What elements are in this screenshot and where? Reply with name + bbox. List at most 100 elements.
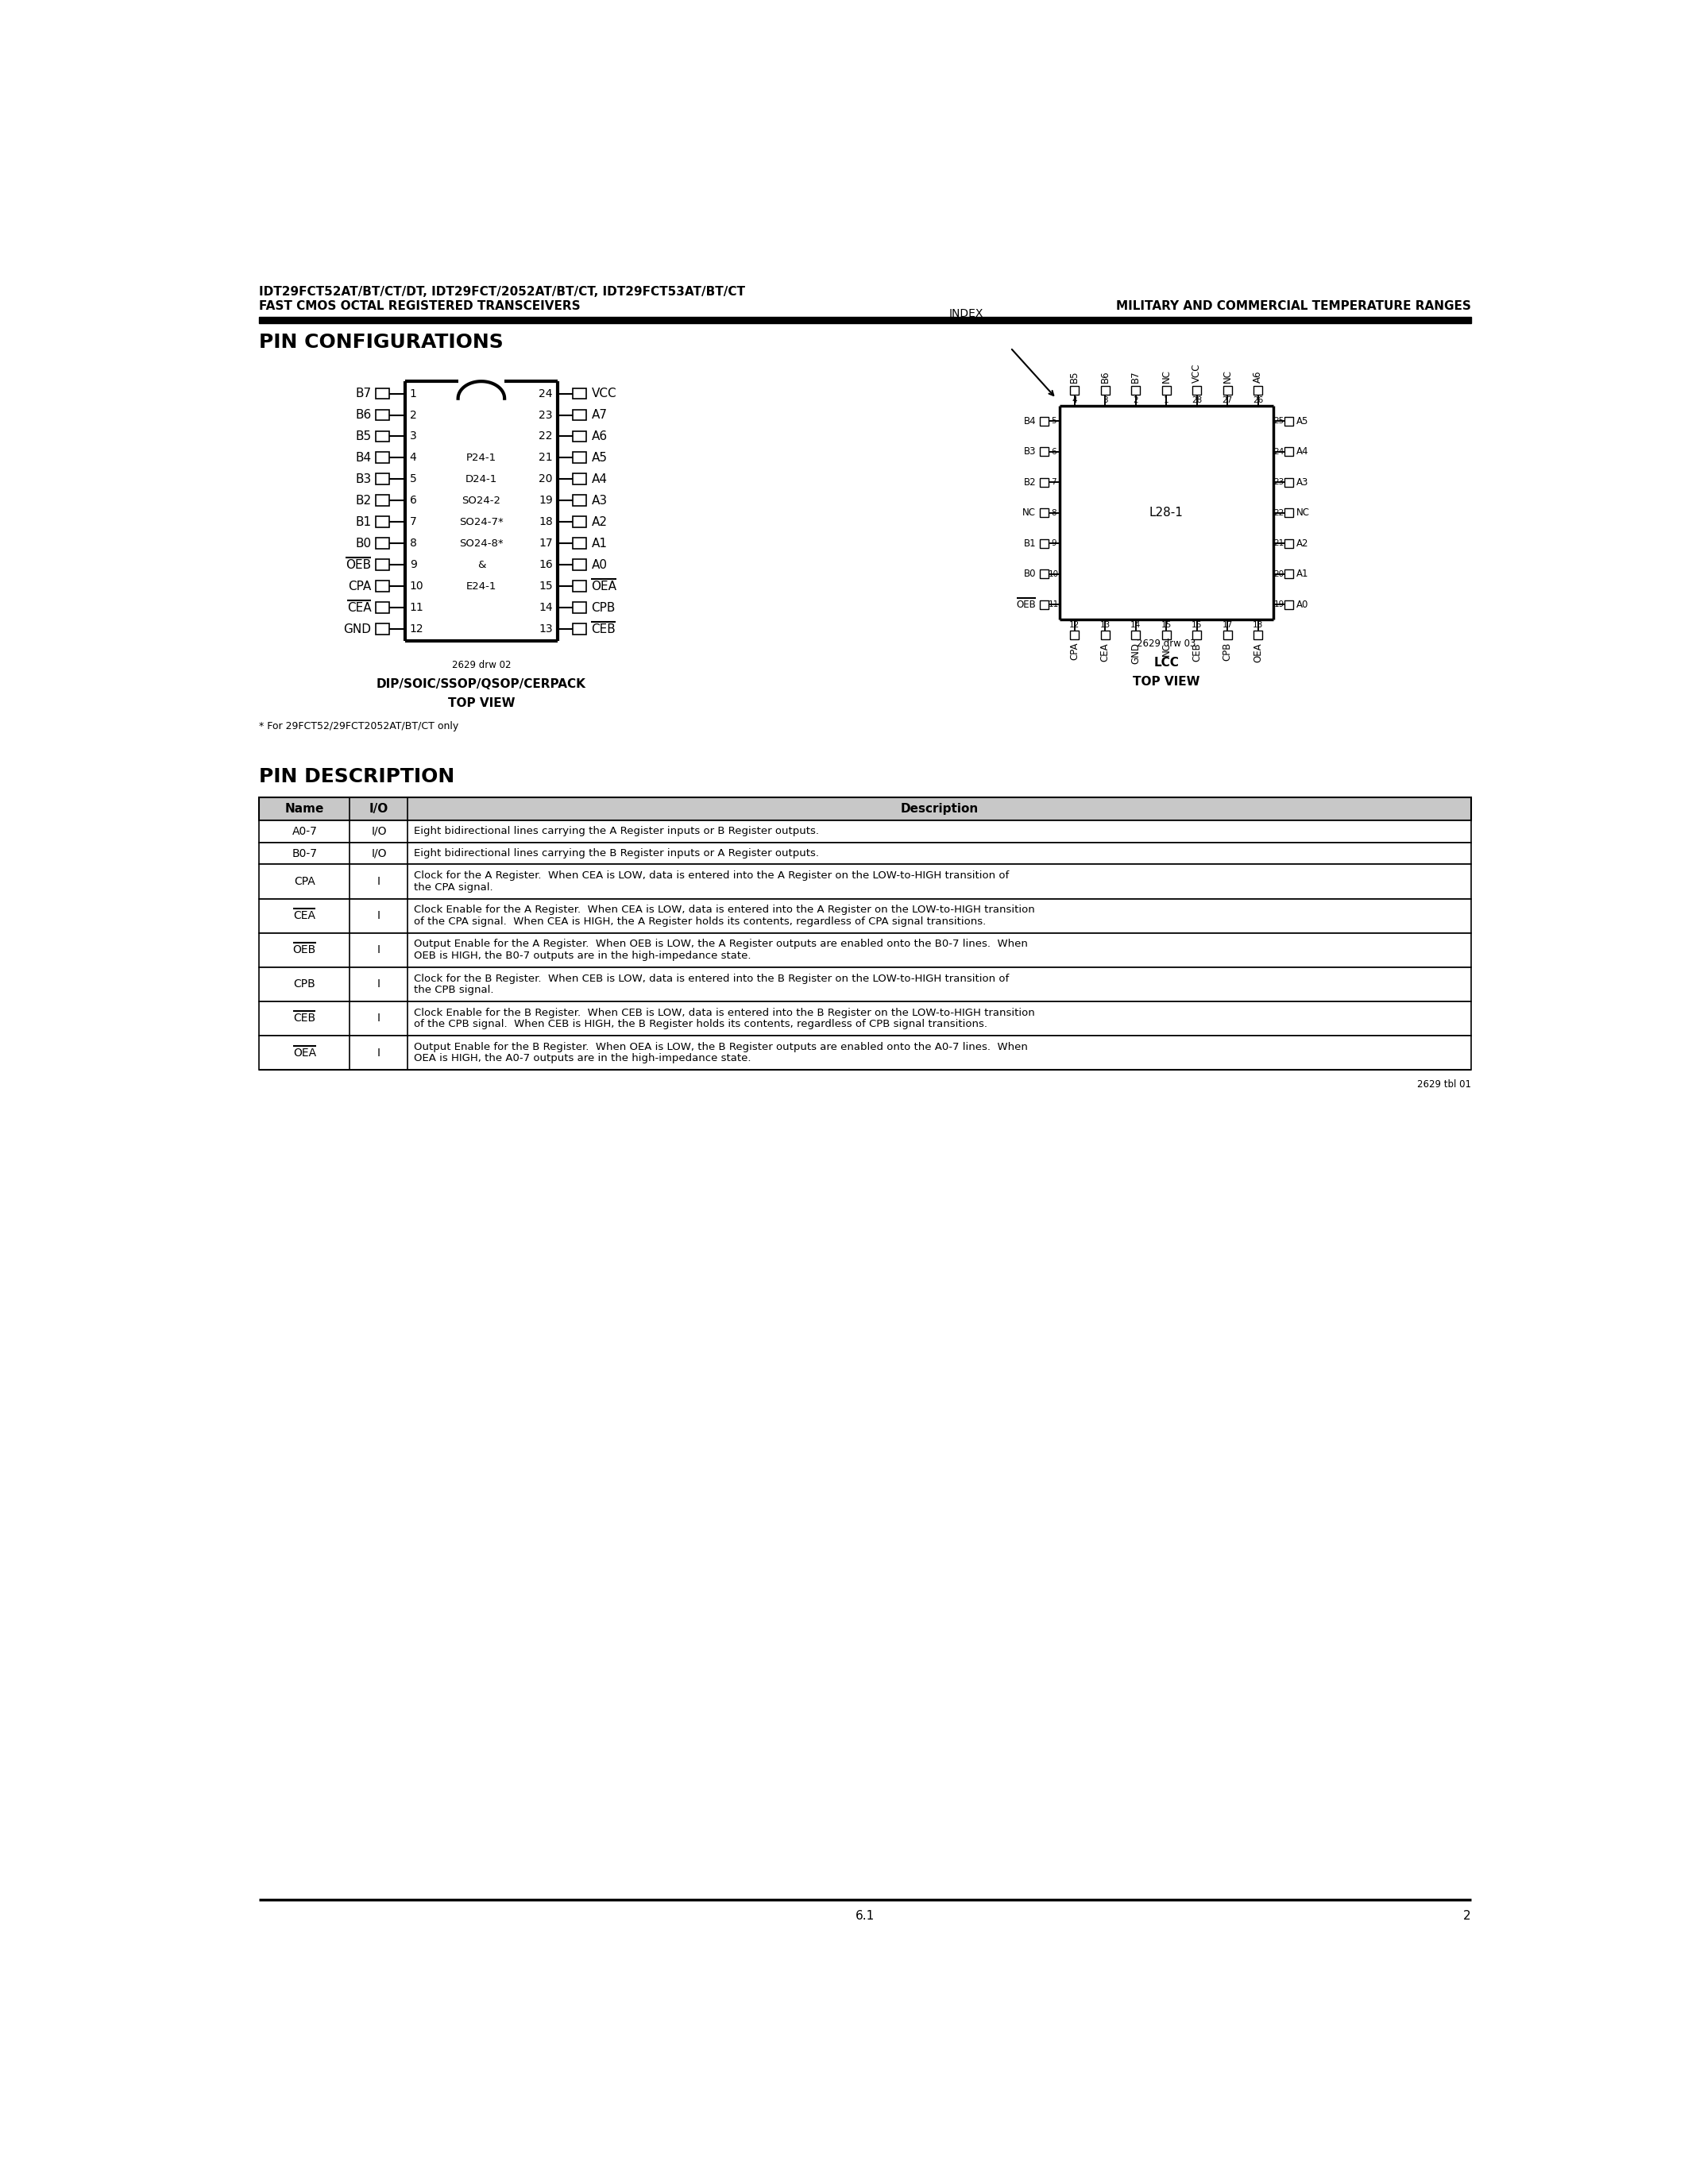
Text: SO24-7*: SO24-7* bbox=[459, 518, 503, 526]
Text: NC: NC bbox=[1023, 507, 1036, 518]
Text: 23: 23 bbox=[538, 408, 554, 422]
Text: 13: 13 bbox=[538, 622, 554, 636]
Text: 14: 14 bbox=[538, 603, 554, 614]
Text: 7: 7 bbox=[410, 515, 417, 529]
Text: I/O: I/O bbox=[370, 804, 388, 815]
Bar bbox=[1040, 539, 1048, 548]
Bar bbox=[1193, 631, 1202, 640]
Text: 1: 1 bbox=[410, 389, 417, 400]
Bar bbox=[1224, 631, 1232, 640]
Text: CPA: CPA bbox=[348, 581, 371, 592]
Text: OEB: OEB bbox=[346, 559, 371, 570]
Text: CEB: CEB bbox=[1192, 642, 1202, 662]
Text: L28-1: L28-1 bbox=[1150, 507, 1183, 520]
Bar bbox=[572, 581, 586, 592]
Bar bbox=[376, 496, 390, 507]
Text: 6.1: 6.1 bbox=[856, 1911, 874, 1922]
Bar bbox=[260, 968, 1470, 1002]
Text: VCC: VCC bbox=[591, 387, 616, 400]
Text: B2: B2 bbox=[1023, 476, 1036, 487]
Text: VCC: VCC bbox=[1192, 365, 1202, 382]
Bar bbox=[376, 603, 390, 614]
Text: Clock for the A Register.  When CEA is LOW, data is entered into the A Register : Clock for the A Register. When CEA is LO… bbox=[414, 871, 1009, 880]
Text: I: I bbox=[376, 978, 380, 989]
Bar bbox=[1224, 387, 1232, 395]
Text: the CPB signal.: the CPB signal. bbox=[414, 985, 495, 996]
Text: 24: 24 bbox=[1274, 448, 1285, 456]
Text: A2: A2 bbox=[591, 515, 608, 529]
Text: 12: 12 bbox=[410, 622, 424, 636]
Bar bbox=[1101, 631, 1109, 640]
Text: 16: 16 bbox=[538, 559, 554, 570]
Bar bbox=[572, 622, 586, 636]
Text: A1: A1 bbox=[1296, 568, 1308, 579]
Text: B5: B5 bbox=[354, 430, 371, 443]
Text: 5: 5 bbox=[410, 474, 417, 485]
Bar bbox=[1040, 601, 1048, 609]
Bar bbox=[1285, 539, 1293, 548]
Text: Clock Enable for the A Register.  When CEA is LOW, data is entered into the A Re: Clock Enable for the A Register. When CE… bbox=[414, 904, 1035, 915]
Text: TOP VIEW: TOP VIEW bbox=[1133, 677, 1200, 688]
Text: CPA: CPA bbox=[1070, 642, 1080, 660]
Bar bbox=[376, 622, 390, 636]
Text: OEB: OEB bbox=[294, 943, 316, 957]
Text: A6: A6 bbox=[1252, 371, 1263, 382]
Text: A0: A0 bbox=[1296, 598, 1308, 609]
Text: GND: GND bbox=[1131, 642, 1141, 664]
Text: I: I bbox=[376, 943, 380, 957]
Text: of the CPA signal.  When CEA is HIGH, the A Register holds its contents, regardl: of the CPA signal. When CEA is HIGH, the… bbox=[414, 917, 986, 926]
Bar bbox=[376, 452, 390, 463]
Text: 21: 21 bbox=[1274, 539, 1285, 548]
Text: B1: B1 bbox=[1023, 537, 1036, 548]
Text: CEA: CEA bbox=[1101, 642, 1111, 662]
Text: 23: 23 bbox=[1274, 478, 1285, 487]
Text: SO24-2: SO24-2 bbox=[463, 496, 501, 507]
Text: &: & bbox=[478, 559, 486, 570]
Text: 24: 24 bbox=[538, 389, 554, 400]
Bar bbox=[260, 797, 1470, 821]
Text: Name: Name bbox=[285, 804, 324, 815]
Bar bbox=[1285, 509, 1293, 518]
Text: A3: A3 bbox=[1296, 476, 1308, 487]
Text: 1: 1 bbox=[1163, 395, 1170, 404]
Text: E24-1: E24-1 bbox=[466, 581, 496, 592]
Text: OEA: OEA bbox=[294, 1046, 316, 1059]
Bar bbox=[1040, 570, 1048, 579]
Bar bbox=[572, 559, 586, 570]
Bar bbox=[1254, 387, 1263, 395]
Text: 10: 10 bbox=[1048, 570, 1058, 579]
Text: 25: 25 bbox=[1274, 417, 1285, 426]
Text: 10: 10 bbox=[410, 581, 424, 592]
Text: the CPA signal.: the CPA signal. bbox=[414, 882, 493, 893]
Text: 15: 15 bbox=[538, 581, 554, 592]
Text: 16: 16 bbox=[1192, 622, 1202, 629]
Bar bbox=[572, 408, 586, 422]
Text: A1: A1 bbox=[591, 537, 608, 550]
Text: B6: B6 bbox=[354, 408, 371, 422]
Bar bbox=[572, 603, 586, 614]
Text: A4: A4 bbox=[1296, 446, 1308, 456]
Bar bbox=[376, 389, 390, 400]
Text: TOP VIEW: TOP VIEW bbox=[447, 697, 515, 710]
Bar bbox=[572, 474, 586, 485]
Text: 8: 8 bbox=[1052, 509, 1057, 518]
Text: I/O: I/O bbox=[371, 826, 387, 836]
Text: DIP/SOIC/SSOP/QSOP/CERPACK: DIP/SOIC/SSOP/QSOP/CERPACK bbox=[376, 677, 586, 690]
Text: INDEX: INDEX bbox=[949, 308, 984, 319]
Text: 21: 21 bbox=[538, 452, 554, 463]
Bar bbox=[572, 452, 586, 463]
Text: NC: NC bbox=[1296, 507, 1310, 518]
Text: Output Enable for the A Register.  When OEB is LOW, the A Register outputs are e: Output Enable for the A Register. When O… bbox=[414, 939, 1028, 950]
Bar bbox=[1285, 601, 1293, 609]
Text: A5: A5 bbox=[591, 452, 608, 463]
Text: CPA: CPA bbox=[294, 876, 316, 887]
Text: 13: 13 bbox=[1101, 622, 1111, 629]
Bar bbox=[572, 537, 586, 548]
Text: I: I bbox=[376, 911, 380, 922]
Bar bbox=[376, 537, 390, 548]
Text: 12: 12 bbox=[1069, 622, 1080, 629]
Text: 17: 17 bbox=[538, 537, 554, 548]
Text: 9: 9 bbox=[1052, 539, 1057, 548]
Bar bbox=[1131, 387, 1139, 395]
Text: MILITARY AND COMMERCIAL TEMPERATURE RANGES: MILITARY AND COMMERCIAL TEMPERATURE RANG… bbox=[1116, 299, 1470, 312]
